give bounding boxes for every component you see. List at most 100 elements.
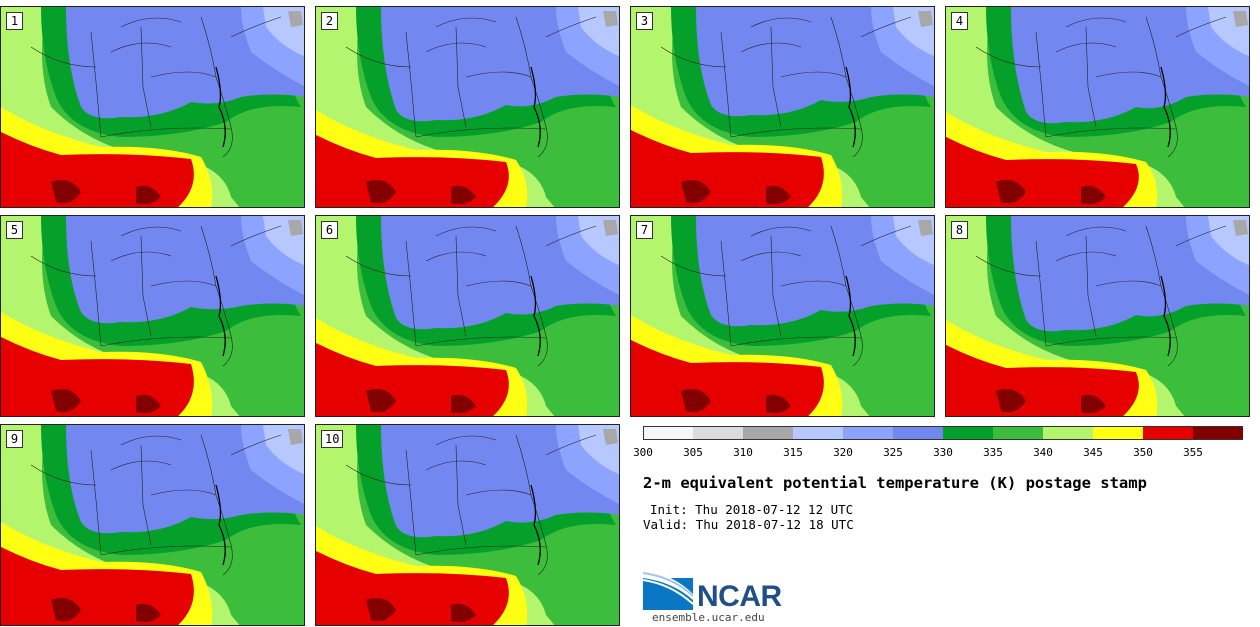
state-boundary xyxy=(200,434,217,496)
state-boundary xyxy=(1035,31,1047,138)
state-boundary xyxy=(215,494,233,576)
site-url[interactable]: ensemble.ucar.edu xyxy=(652,611,765,624)
state-boundary xyxy=(770,235,782,337)
state-boundary xyxy=(230,16,282,38)
state-boundary xyxy=(1085,235,1097,337)
colorbar-tick-label: 350 xyxy=(1133,446,1153,459)
state-boundary xyxy=(780,71,847,78)
state-boundary xyxy=(1045,127,1177,138)
equivalent-potential-temperature-map xyxy=(316,425,619,625)
theta-e-band-355 xyxy=(366,388,396,413)
coastline xyxy=(845,275,856,357)
member-label: 3 xyxy=(636,12,653,30)
state-boundary xyxy=(1045,336,1177,347)
colorbar-swatch xyxy=(693,426,743,440)
state-boundary xyxy=(660,46,727,68)
theta-e-band-355 xyxy=(51,179,81,204)
state-boundary xyxy=(405,240,417,347)
state-boundary xyxy=(1035,240,1047,347)
state-boundary xyxy=(860,225,912,247)
theta-e-band-310 xyxy=(1233,11,1248,27)
theta-e-band-355 xyxy=(136,603,161,623)
state-boundary xyxy=(515,225,532,287)
theta-e-band-355 xyxy=(51,597,81,622)
theta-e-band-310 xyxy=(288,220,303,236)
equivalent-potential-temperature-map xyxy=(946,216,1249,416)
colorbar-swatch xyxy=(793,426,843,440)
theta-e-band-325 xyxy=(1011,7,1249,124)
theta-e-band-310 xyxy=(603,220,618,236)
state-boundary xyxy=(530,285,548,367)
theta-e-band-310 xyxy=(1233,220,1248,236)
colorbar-swatch xyxy=(843,426,893,440)
state-boundary xyxy=(750,226,812,237)
state-boundary xyxy=(215,76,233,158)
state-boundary xyxy=(740,42,802,53)
theta-e-band-355 xyxy=(766,394,791,414)
member-label: 8 xyxy=(951,221,968,239)
state-boundary xyxy=(455,235,467,337)
state-boundary xyxy=(1175,16,1227,38)
state-boundary xyxy=(830,225,847,287)
theta-e-band-325 xyxy=(381,7,619,122)
state-boundary xyxy=(120,17,182,28)
valid-time: Valid: Thu 2018-07-12 18 UTC xyxy=(643,517,854,532)
colorbar-swatch xyxy=(893,426,943,440)
state-boundary xyxy=(150,71,217,78)
theta-e-band-310 xyxy=(918,11,933,27)
state-boundary xyxy=(415,127,547,138)
coastline xyxy=(530,484,541,566)
state-boundary xyxy=(140,444,152,546)
theta-e-band-325 xyxy=(1011,216,1249,332)
colorbar-swatch xyxy=(993,426,1043,440)
state-boundary xyxy=(140,26,152,128)
init-time: Init: Thu 2018-07-12 12 UTC xyxy=(650,502,854,517)
state-boundary xyxy=(90,449,102,556)
state-boundary xyxy=(545,434,597,456)
colorbar-tick-label: 310 xyxy=(733,446,753,459)
theta-e-band-355 xyxy=(366,179,396,204)
equivalent-potential-temperature-map xyxy=(316,7,619,207)
state-boundary xyxy=(405,31,417,138)
member-label: 10 xyxy=(321,430,344,448)
coastline xyxy=(845,66,856,148)
state-boundary xyxy=(100,127,232,138)
theta-e-band-355 xyxy=(451,603,476,623)
state-boundary xyxy=(1145,16,1162,78)
state-boundary xyxy=(1085,26,1097,128)
theta-e-band-325 xyxy=(66,216,304,324)
member-label: 7 xyxy=(636,221,653,239)
member-label: 4 xyxy=(951,12,968,30)
state-boundary xyxy=(345,255,412,277)
state-boundary xyxy=(1065,226,1127,237)
theta-e-band-355 xyxy=(451,185,476,205)
state-boundary xyxy=(720,31,732,138)
state-boundary xyxy=(750,17,812,28)
state-boundary xyxy=(405,449,417,556)
state-boundary xyxy=(770,26,782,128)
state-boundary xyxy=(415,336,547,347)
state-boundary xyxy=(975,255,1042,277)
equivalent-potential-temperature-map xyxy=(631,216,934,416)
theta-e-band-355 xyxy=(681,179,711,204)
state-boundary xyxy=(200,225,217,287)
coastline xyxy=(215,484,226,566)
state-boundary xyxy=(30,46,97,68)
colorbar-tick-label: 355 xyxy=(1183,446,1203,459)
theta-e-band-355 xyxy=(366,597,396,622)
member-panel: 6 xyxy=(315,215,620,417)
state-boundary xyxy=(545,16,597,38)
state-boundary xyxy=(730,127,862,138)
colorbar-tick-label: 320 xyxy=(833,446,853,459)
colorbar-tick-label: 300 xyxy=(633,446,653,459)
state-boundary xyxy=(435,226,497,237)
state-boundary xyxy=(1145,225,1162,287)
colorbar-swatch xyxy=(1043,426,1093,440)
theta-e-band-355 xyxy=(136,394,161,414)
state-boundary xyxy=(120,226,182,237)
state-boundary xyxy=(1065,17,1127,28)
ncar-logo-text: NCAR xyxy=(697,580,782,613)
state-boundary xyxy=(415,545,547,556)
state-boundary xyxy=(435,435,497,446)
member-panel: 4 xyxy=(945,6,1250,208)
